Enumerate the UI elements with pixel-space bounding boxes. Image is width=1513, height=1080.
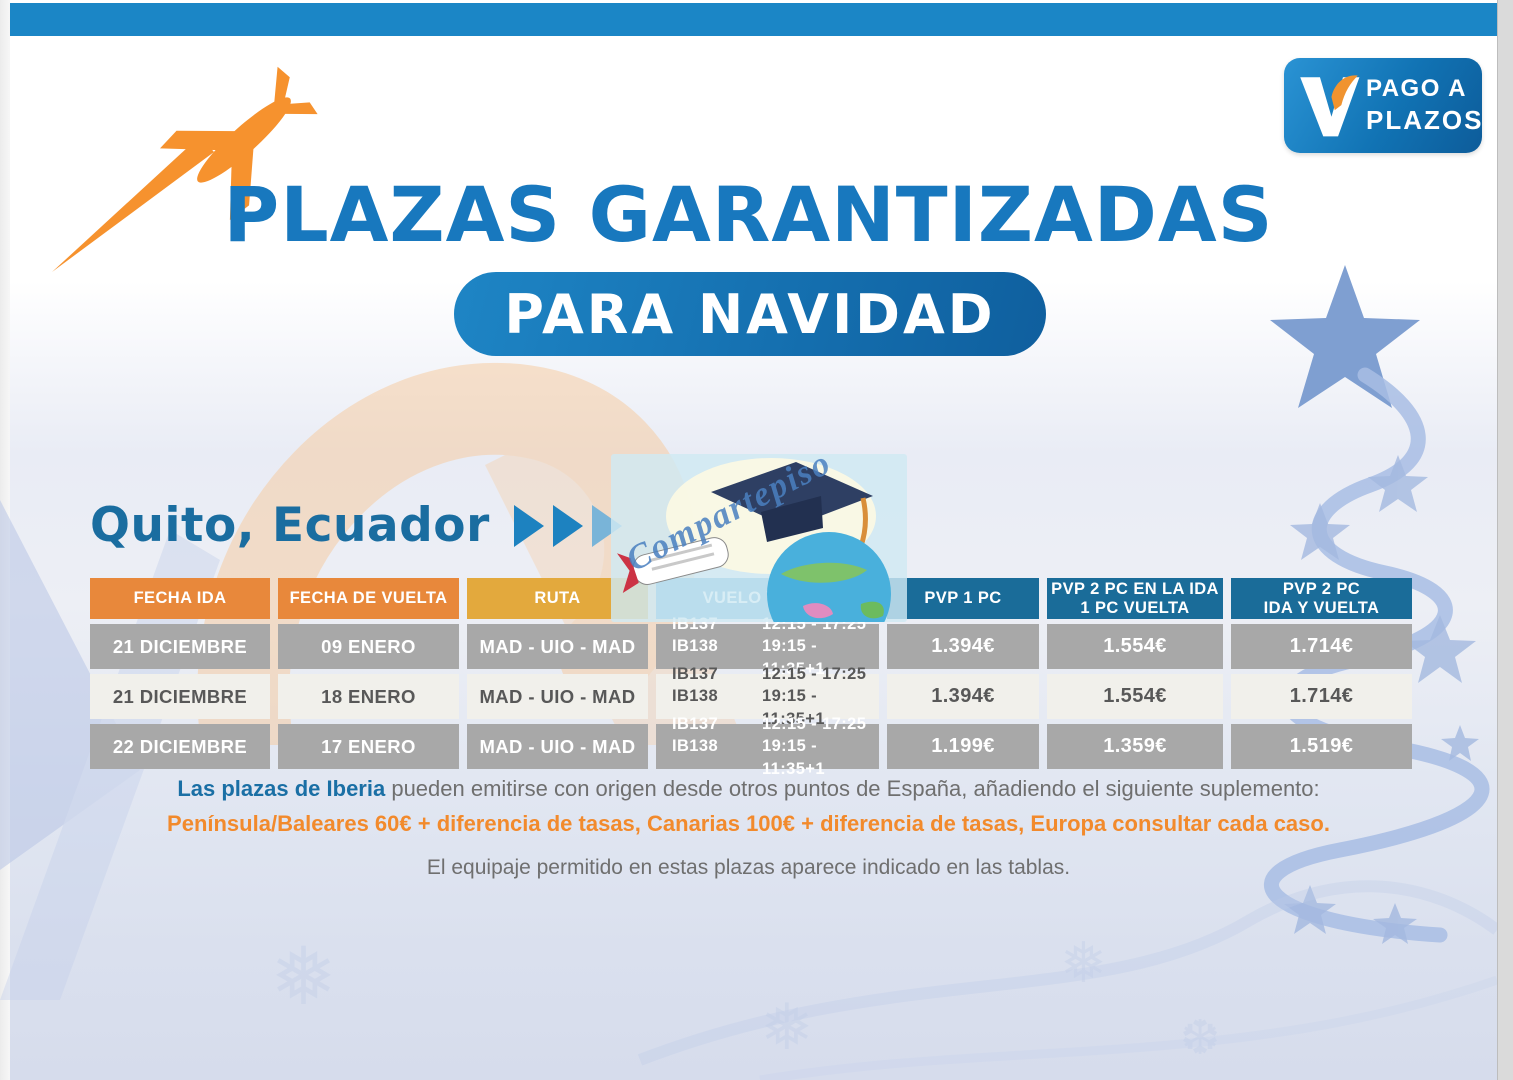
- cell-vuelo-hora: IB137 12:15 - 17:25 IB138 19:15 - 11:35+1: [656, 615, 879, 678]
- snowflake-icon: ❅: [760, 991, 814, 1063]
- cell-fecha-ida: 22 DICIEMBRE: [90, 724, 270, 769]
- flight-times: IB137 12:15 - 17:25 IB138 19:15 - 11:35+1: [672, 713, 879, 780]
- page-title: PLAZAS GARANTIZADAS: [223, 170, 1274, 259]
- snowflake-icon: ❅: [270, 932, 338, 1021]
- flight-number: IB138: [672, 687, 719, 706]
- cell-fecha-vuelta: 18 ENERO: [278, 674, 459, 719]
- globe: [767, 532, 891, 622]
- play-arrow-icon: [513, 504, 544, 547]
- flight-time: 19:15 - 11:35+1: [762, 737, 825, 778]
- flight-times: IB137 12:15 - 17:25 IB138 19:15 - 11:35+1: [672, 663, 879, 730]
- cell-pvp-2pc-ida-vuelta: 1.714€: [1231, 674, 1412, 719]
- badge-line-1: PAGO A: [1366, 75, 1468, 102]
- header-fecha-vuelta: FECHA DE VUELTA: [278, 578, 459, 619]
- cell-fecha-ida: 21 DICIEMBRE: [90, 674, 270, 719]
- snowflake-icon: ❆: [1180, 1012, 1221, 1065]
- badge-line-2: PLAZOS: [1366, 105, 1484, 136]
- top-blue-bar: [10, 3, 1497, 36]
- destination-title: Quito, Ecuador: [90, 498, 490, 553]
- flight-time: 12:15 - 17:25: [762, 715, 867, 734]
- cell-pvp-1pc: 1.394€: [887, 674, 1039, 719]
- cell-fecha-ida: 21 DICIEMBRE: [90, 624, 270, 669]
- cell-pvp-2pc-ida-vuelta: 1.519€: [1231, 724, 1412, 769]
- play-arrow-icon: [552, 504, 583, 547]
- cell-fecha-vuelta: 17 ENERO: [278, 724, 459, 769]
- header-pvp-1pc: PVP 1 PC: [887, 578, 1039, 619]
- pago-a-plazos-badge: PAGO A PLAZOS: [1284, 58, 1482, 153]
- header-fecha-ida: FECHA IDA: [90, 578, 270, 619]
- note-baggage: El equipaje permitido en estas plazas ap…: [426, 856, 1071, 879]
- flights-table: FECHA IDA FECHA DE VUELTA RUTA VUELO Y H…: [90, 578, 1412, 778]
- flight-number: IB138: [672, 737, 719, 756]
- page-left-edge: [0, 0, 10, 1080]
- cell-ruta: MAD - UIO - MAD: [467, 624, 648, 669]
- right-gray-strip: [1497, 0, 1513, 1080]
- destination-heading-row: Quito, Ecuador: [90, 498, 622, 553]
- cell-vuelo-hora: IB137 12:15 - 17:25 IB138 19:15 - 11:35+1: [656, 665, 879, 728]
- v-logo-icon: [1300, 74, 1360, 136]
- note-iberia: Las plazas de Iberia pueden emitirse con…: [0, 772, 1497, 805]
- header-pvp-2pc-ida: PVP 2 PC EN LA IDA 1 PC VUELTA: [1047, 578, 1223, 619]
- cell-pvp-2pc-ida-vuelta: 1.714€: [1231, 624, 1412, 669]
- footer-notes: Las plazas de Iberia pueden emitirse con…: [0, 772, 1497, 884]
- flight-number: IB138: [672, 637, 719, 656]
- cell-fecha-vuelta: 09 ENERO: [278, 624, 459, 669]
- note-supplements: Península/Baleares 60€ + diferencia de t…: [167, 811, 1330, 836]
- cell-pvp-1pc: 1.199€: [887, 724, 1039, 769]
- subtitle-pill: PARA NAVIDAD: [454, 272, 1046, 356]
- snowflake-icon: ❅: [1060, 931, 1107, 994]
- cell-pvp-1pc: 1.394€: [887, 624, 1039, 669]
- airplane-icon: [52, 66, 318, 272]
- flight-number: IB137: [672, 665, 719, 684]
- header-pvp-2pc-ida-vuelta: PVP 2 PC IDA Y VUELTA: [1231, 578, 1412, 619]
- cell-pvp-2pc-ida: 1.359€: [1047, 724, 1223, 769]
- diploma-scroll: [616, 537, 729, 594]
- cell-vuelo-hora: IB137 12:15 - 17:25 IB138 19:15 - 11:35+1: [656, 715, 879, 778]
- flight-time: 19:15 - 11:35+1: [762, 637, 825, 678]
- flight-time: 12:15 - 17:25: [762, 665, 867, 684]
- cell-pvp-2pc-ida: 1.554€: [1047, 674, 1223, 719]
- cell-ruta: MAD - UIO - MAD: [467, 674, 648, 719]
- flight-time: 19:15 - 11:35+1: [762, 687, 825, 728]
- flight-number: IB137: [672, 715, 719, 734]
- cell-ruta: MAD - UIO - MAD: [467, 724, 648, 769]
- cell-pvp-2pc-ida: 1.554€: [1047, 624, 1223, 669]
- note-iberia-bold: Las plazas de Iberia: [177, 776, 386, 801]
- graduation-clipart: Compartepiso: [611, 454, 907, 622]
- note-iberia-rest: pueden emitirse con origen desde otros p…: [385, 776, 1320, 801]
